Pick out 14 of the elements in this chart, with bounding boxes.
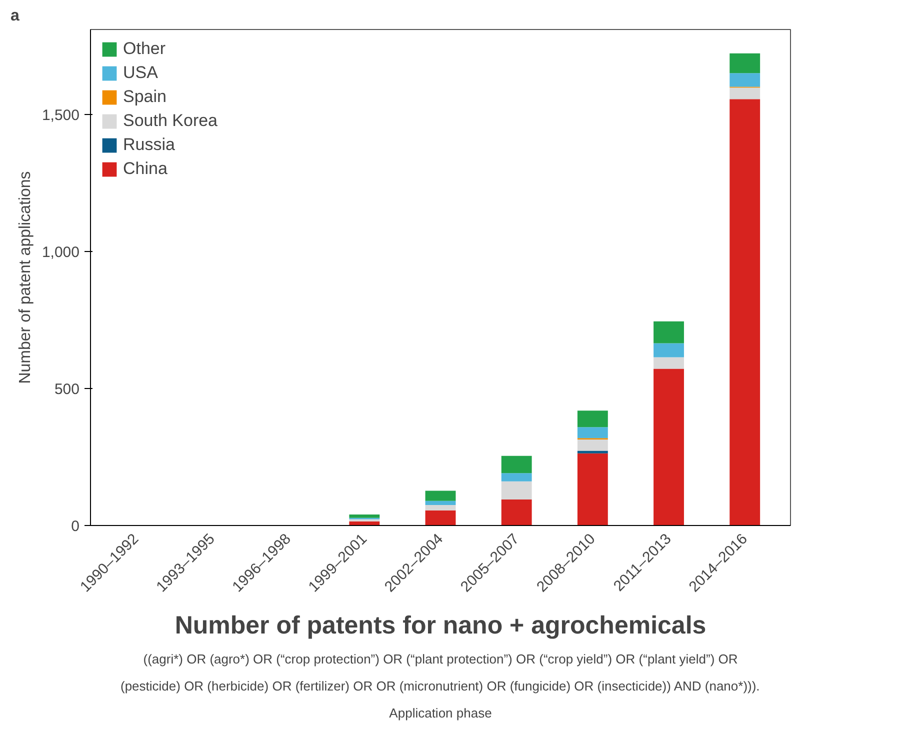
text: Number of patents for nano + agrochemicals (174, 612, 706, 640)
y-tick-label: 1,500 (42, 106, 80, 124)
text: a (10, 8, 20, 24)
legend-label: Russia (123, 135, 175, 155)
legend-label: Other (123, 39, 166, 59)
text: ((agri*) OR (agro*) OR (“crop protection”) OR (“plant protection”) OR (“crop yield”) OR (“plant yield”) OR (pesticide) OR (herbicide) OR (fertilizer) OR OR (micronutrient) OR (fungicide) OR (insecticide)) AND (nano*))). Application phase (120, 652, 760, 720)
y-tick-label: 0 (71, 518, 80, 535)
y-axis-title: Number of patent applications (16, 171, 34, 384)
y-tick-label: 1,000 (42, 244, 80, 261)
legend-label: Spain (123, 87, 166, 107)
legend-label: South Korea (123, 111, 218, 131)
legend-label: USA (123, 63, 158, 83)
y-tick-label: 500 (54, 380, 80, 398)
legend-label: China (123, 159, 168, 179)
